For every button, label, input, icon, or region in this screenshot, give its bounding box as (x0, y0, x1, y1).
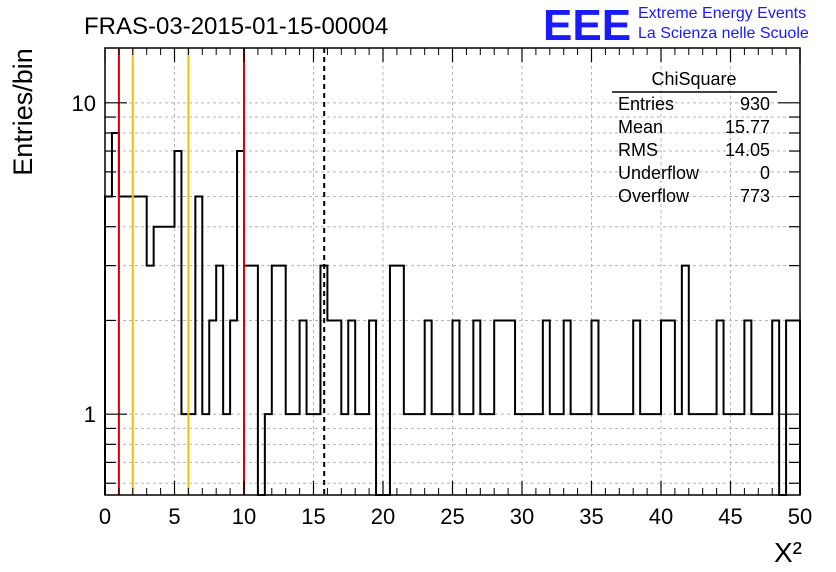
x-tick-label: 10 (232, 504, 256, 529)
histogram-outline (104, 131, 801, 496)
x-tick-label: 5 (168, 504, 180, 529)
x-tick-label: 0 (99, 504, 111, 529)
stats-row-label: Entries (618, 94, 674, 114)
x-tick-label: 15 (301, 504, 325, 529)
stats-row-label: Mean (618, 117, 663, 137)
eee-logo: EEE Extreme Energy Events La Scienza nel… (543, 1, 809, 50)
reference-lines (117, 48, 326, 495)
stats-row-value: 773 (740, 186, 770, 206)
x-tick-label: 45 (718, 504, 742, 529)
stats-row-value: 15.77 (725, 117, 770, 137)
x-tick-label: 50 (788, 504, 812, 529)
stats-row-label: Underflow (618, 163, 700, 183)
stats-row-value: 0 (760, 163, 770, 183)
stats-rows: Entries 930 Mean 15.77 RMS 14.05 Underflow 0 Ove… (618, 94, 770, 206)
stats-row-label: Overflow (618, 186, 690, 206)
stats-row-label: RMS (618, 140, 658, 160)
stats-box: ChiSquare Entries 930 Mean 15.77 RMS 14.05 Und… (612, 69, 777, 206)
axis-ticks (104, 48, 801, 495)
stats-title: ChiSquare (651, 69, 736, 89)
x-tick-label: 35 (579, 504, 603, 529)
y-tick-label: 10 (72, 91, 96, 116)
histogram-series (104, 131, 801, 496)
axis-tick-labels: 0 5 10 15 20 25 30 35 40 45 50 1 10 (72, 91, 813, 529)
y-axis-label: Entries/bin (8, 48, 38, 176)
eee-logo-text: EEE (543, 1, 631, 50)
stats-row-value: 930 (740, 94, 770, 114)
x-axis-label: X² (774, 537, 802, 568)
run-title: FRAS-03-2015-01-15-00004 (84, 13, 388, 40)
x-tick-label: 40 (649, 504, 673, 529)
x-tick-label: 25 (440, 504, 464, 529)
eee-logo-line2: La Scienza nelle Scuole (638, 25, 809, 42)
x-tick-label: 30 (510, 504, 534, 529)
stats-row-value: 14.05 (725, 140, 770, 160)
eee-logo-line1: Extreme Energy Events (638, 5, 806, 22)
x-tick-label: 20 (371, 504, 395, 529)
y-tick-label: 1 (84, 402, 96, 427)
